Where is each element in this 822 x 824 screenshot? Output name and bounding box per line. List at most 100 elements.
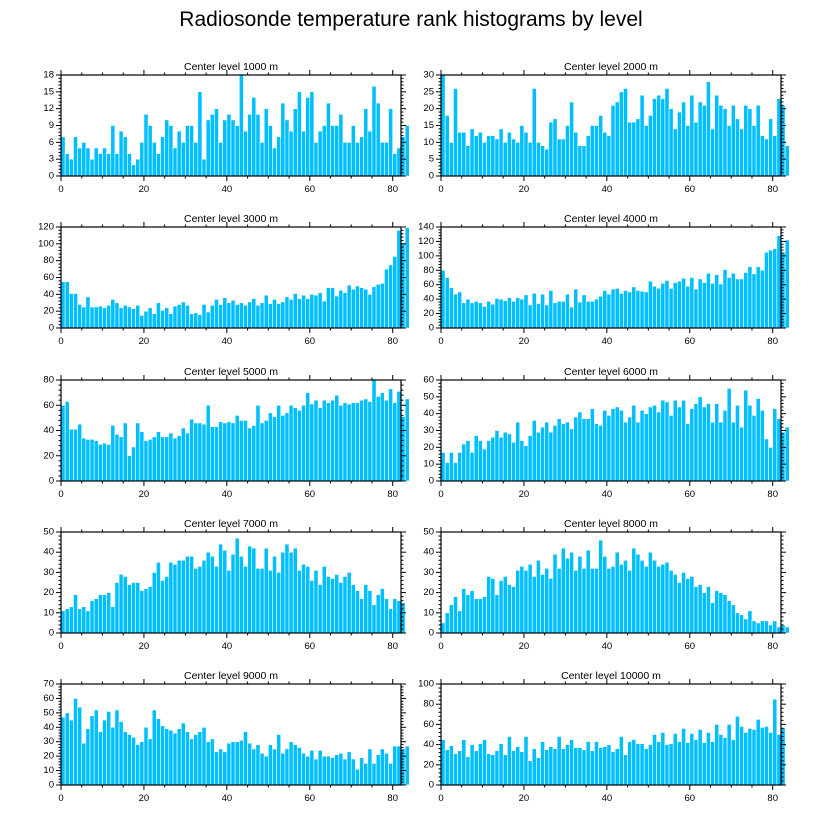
bar [589,301,595,329]
bar [560,138,566,177]
bar [89,715,95,786]
bar [519,298,525,329]
y-tick-label: 15 [43,86,54,97]
bar [478,440,483,482]
bar [623,421,628,482]
bar [164,436,170,482]
bar [602,131,608,177]
bar [652,98,657,177]
y-tick-label: 40 [43,722,54,733]
bar [77,608,83,634]
bar [160,580,165,634]
bar [672,574,678,634]
bar [556,568,562,634]
bar [635,743,641,786]
bar [764,251,769,329]
y-tick-label: 60 [423,719,434,730]
bar [569,739,574,786]
bar [519,125,525,177]
bar [726,277,732,329]
bar [326,402,331,482]
y-tick-label: 100 [418,250,434,261]
bar [263,294,269,329]
bar [565,744,570,786]
bar [118,436,124,482]
bar [197,314,203,329]
bar [64,608,70,634]
x-tick-label: 80 [387,793,398,804]
bar [259,752,265,786]
bar [614,748,620,786]
bar [85,439,91,482]
bar [218,543,224,634]
bar [106,711,112,786]
bar [515,297,521,329]
bar [151,142,157,177]
bar [465,440,471,482]
bar [751,415,757,482]
bar [531,293,537,329]
x-tick-label: 20 [519,641,530,652]
bar [93,306,99,329]
bar [648,115,653,177]
bar [486,135,492,177]
bar [297,409,302,482]
bar [465,756,471,786]
bar [189,418,194,482]
bar [565,293,570,329]
bar [689,733,695,786]
y-tick-label: 140 [418,222,434,233]
bar [486,753,492,786]
bar [131,308,136,329]
bar [205,119,211,177]
bar [697,101,703,177]
bar [639,94,645,177]
bar [631,547,637,634]
bar [85,147,91,177]
bar [681,277,686,329]
bar [689,277,695,329]
y-tick-label: 30 [423,567,434,578]
bar [507,297,512,329]
bar [106,153,112,177]
bar [610,105,616,177]
bar [710,741,715,786]
bar [598,115,604,177]
y-tick-label: 0 [429,323,434,334]
bar [498,436,504,482]
bar [147,307,153,329]
bar [465,298,471,329]
bar [511,138,516,177]
y-tick-label: 40 [423,294,434,305]
bar [627,741,633,786]
bar [569,306,574,329]
bar [255,404,261,482]
y-tick-label: 70 [43,679,54,690]
bar [106,444,112,482]
bar [573,747,579,786]
plot-frame [440,683,782,786]
bar [536,559,541,634]
bar [234,741,240,786]
bar [515,421,521,482]
bar [102,719,107,786]
bar [185,731,190,786]
bar [305,755,311,786]
bar [209,113,215,177]
bar [127,306,132,329]
bar [180,427,186,482]
bar [548,121,554,177]
bar [147,586,153,634]
bar [469,590,475,634]
bar [247,301,253,329]
bar [610,408,616,482]
x-tick-label: 80 [767,793,778,804]
x-tick-label: 80 [767,489,778,500]
bar [164,119,170,177]
bar [396,230,402,329]
bar [544,304,550,329]
bar [751,620,757,634]
bar [143,440,149,482]
bar [156,561,161,634]
bar [404,398,410,482]
